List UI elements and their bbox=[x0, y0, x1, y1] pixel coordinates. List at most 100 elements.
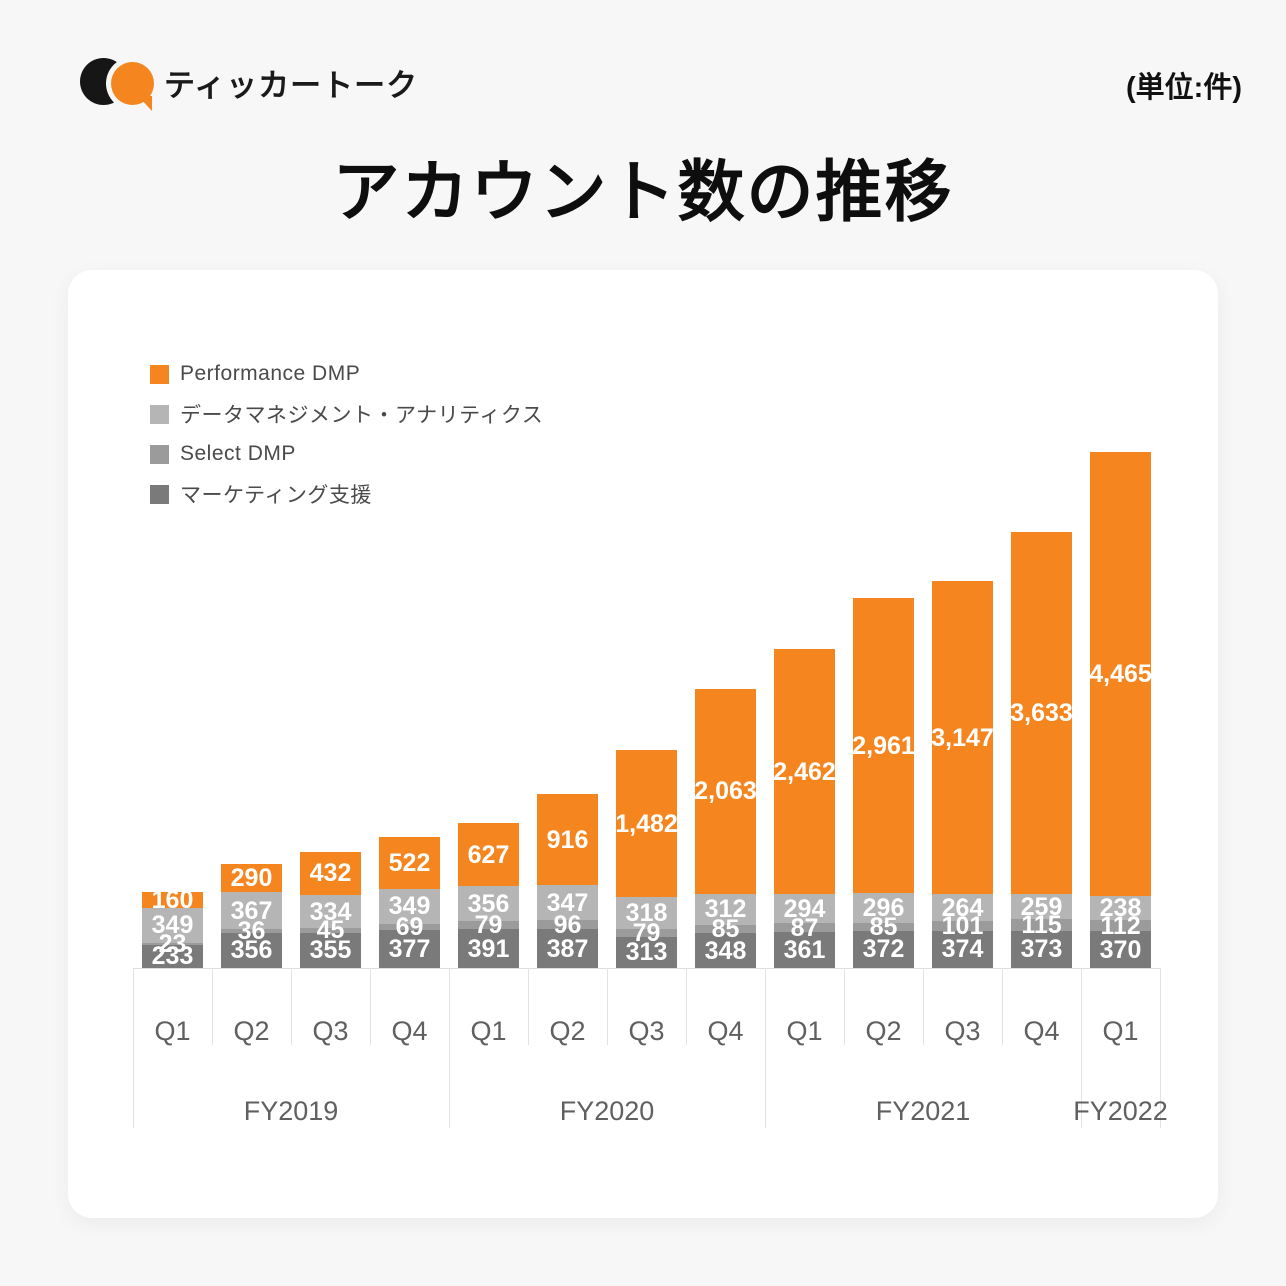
bar-segment bbox=[1011, 930, 1072, 968]
fiscal-year-label: FY2020 bbox=[559, 1096, 655, 1126]
bar-segment bbox=[853, 893, 914, 923]
quarter-separator-line bbox=[607, 968, 608, 1045]
bar-segment bbox=[537, 794, 598, 886]
bar-value-label: 112 bbox=[1100, 911, 1141, 940]
bar-value-label: 233 bbox=[151, 942, 194, 971]
bar-value-label: 387 bbox=[546, 934, 589, 963]
bar-value-label: 348 bbox=[704, 936, 747, 965]
bar-value-label: 313 bbox=[625, 938, 668, 967]
bar-segment bbox=[616, 936, 677, 968]
legend-swatch-data-management-analytics bbox=[150, 404, 169, 424]
bar-segment bbox=[616, 897, 677, 929]
bar-value-label: 296 bbox=[862, 893, 905, 922]
fiscal-year-label: FY2021 bbox=[875, 1096, 971, 1126]
bar-segment bbox=[695, 893, 756, 925]
fiscal-year-separator-line bbox=[765, 968, 766, 1128]
quarter-separator-line bbox=[291, 968, 292, 1045]
quarter-separator-line bbox=[528, 968, 529, 1045]
bar-value-label: 85 bbox=[711, 915, 740, 944]
bar-segment bbox=[932, 920, 993, 931]
fiscal-year-separator-line bbox=[449, 968, 450, 1128]
bar-value-label: 522 bbox=[388, 848, 431, 877]
bar-segment bbox=[695, 933, 756, 968]
bar-value-label: 334 bbox=[309, 897, 352, 926]
bar-segment bbox=[379, 923, 440, 931]
legend-item: Performance DMP bbox=[150, 354, 543, 394]
bar-value-label: 23 bbox=[158, 929, 187, 958]
bar-segment bbox=[300, 928, 361, 933]
quarter-label: Q1 bbox=[470, 1016, 507, 1046]
legend-label: Performance DMP bbox=[180, 362, 361, 385]
bar-value-label: 238 bbox=[1099, 894, 1142, 923]
bar-value-label: 367 bbox=[230, 896, 273, 925]
bar-segment bbox=[774, 649, 835, 895]
bar-value-label: 349 bbox=[388, 892, 431, 921]
bar-value-label: 312 bbox=[704, 895, 747, 924]
bar-segment bbox=[142, 907, 203, 943]
bar-value-label: 3,633 bbox=[1010, 698, 1073, 727]
bar-segment bbox=[1090, 931, 1151, 968]
bar-value-label: 627 bbox=[467, 840, 510, 869]
bar-segment bbox=[616, 928, 677, 937]
bar-segment bbox=[142, 891, 203, 908]
bar-segment bbox=[695, 924, 756, 934]
bar-segment bbox=[142, 942, 203, 945]
bar-segment bbox=[379, 930, 440, 968]
bar-value-label: 349 bbox=[151, 911, 194, 940]
bar-value-label: 96 bbox=[553, 910, 582, 939]
quarter-label: Q2 bbox=[865, 1016, 902, 1046]
bar-value-label: 355 bbox=[309, 936, 352, 965]
quarter-label: Q4 bbox=[1023, 1016, 1060, 1046]
bar-segment bbox=[932, 894, 993, 921]
bar-value-label: 79 bbox=[474, 911, 503, 940]
brand: ティッカートーク bbox=[80, 54, 419, 111]
bar-value-label: 391 bbox=[467, 934, 510, 963]
bar-value-label: 373 bbox=[1020, 935, 1063, 964]
bar-value-label: 432 bbox=[309, 859, 352, 888]
bar-value-label: 4,465 bbox=[1089, 660, 1152, 689]
chart-card: Performance DMP データマネジメント・アナリティクス Select… bbox=[68, 270, 1218, 1218]
quarter-label: Q3 bbox=[312, 1016, 349, 1046]
bar-segment bbox=[379, 836, 440, 889]
bar-value-label: 356 bbox=[230, 936, 273, 965]
fiscal-year-separator-line bbox=[1160, 968, 1161, 1128]
bar-value-label: 370 bbox=[1099, 935, 1142, 964]
bar-value-label: 318 bbox=[625, 899, 668, 928]
quarter-label: Q1 bbox=[1102, 1016, 1139, 1046]
quarter-label: Q1 bbox=[786, 1016, 823, 1046]
bar-segment bbox=[537, 885, 598, 920]
bar-value-label: 1,482 bbox=[615, 809, 678, 838]
bar-value-label: 361 bbox=[783, 936, 826, 965]
bar-segment bbox=[695, 688, 756, 894]
quarter-separator-line bbox=[844, 968, 845, 1045]
bar-segment bbox=[853, 930, 914, 968]
bar-segment bbox=[221, 863, 282, 893]
bar-value-label: 115 bbox=[1021, 911, 1062, 940]
bar-segment bbox=[616, 749, 677, 898]
bar-segment bbox=[1011, 532, 1072, 894]
bar-segment bbox=[221, 892, 282, 929]
quarter-separator-line bbox=[686, 968, 687, 1045]
fiscal-year-separator-line bbox=[133, 968, 134, 1128]
quarter-label: Q2 bbox=[549, 1016, 586, 1046]
bar-value-label: 374 bbox=[941, 935, 984, 964]
bar-value-label: 160 bbox=[151, 885, 194, 914]
bar-segment bbox=[774, 894, 835, 924]
bar-value-label: 290 bbox=[230, 864, 273, 893]
bar-value-label: 2,961 bbox=[852, 731, 915, 760]
bar-segment bbox=[537, 919, 598, 930]
legend-item: データマネジメント・アナリティクス bbox=[150, 394, 543, 434]
legend-swatch-performance-dmp bbox=[150, 364, 169, 384]
bar-value-label: 2,063 bbox=[694, 777, 757, 806]
bar-segment bbox=[142, 944, 203, 968]
quarter-label: Q1 bbox=[154, 1016, 191, 1046]
bar-segment bbox=[1011, 919, 1072, 931]
quarter-label: Q4 bbox=[707, 1016, 744, 1046]
brand-name: ティッカートーク bbox=[164, 67, 419, 103]
bar-value-label: 101 bbox=[941, 911, 984, 940]
quarter-label: Q3 bbox=[628, 1016, 665, 1046]
quarter-label: Q4 bbox=[391, 1016, 428, 1046]
bar-segment bbox=[1011, 893, 1072, 920]
bar-segment bbox=[774, 932, 835, 968]
chart-legend: Performance DMP データマネジメント・アナリティクス Select… bbox=[150, 354, 543, 514]
